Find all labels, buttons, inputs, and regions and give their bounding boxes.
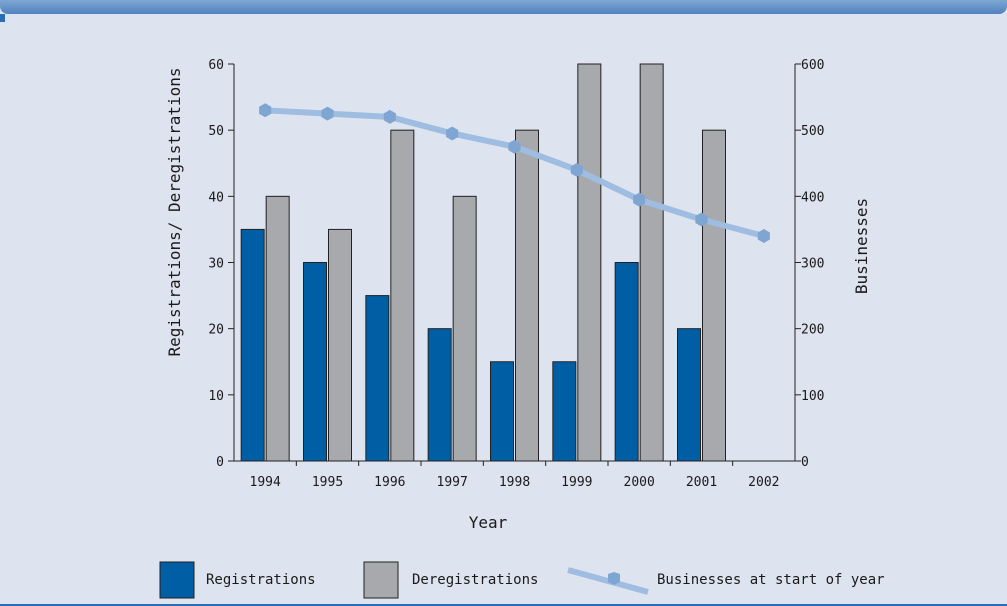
y2-tick-label: 0 bbox=[801, 455, 809, 470]
businesses-point bbox=[757, 229, 770, 243]
x-tick-label: 1995 bbox=[312, 475, 343, 490]
legend-swatch-deregistrations bbox=[363, 561, 399, 599]
businesses-point bbox=[383, 109, 396, 124]
y2-axis-title: Businesses bbox=[852, 198, 871, 294]
y-tick-label: 20 bbox=[208, 323, 224, 338]
legend-swatch-registrations bbox=[159, 561, 195, 599]
businesses-point bbox=[508, 139, 521, 154]
bar-deregistrations bbox=[390, 129, 415, 462]
x-tick-label: 1996 bbox=[374, 475, 405, 490]
x-tick-label: 1997 bbox=[437, 475, 468, 490]
legend-label-businesses: Businesses at start of year bbox=[657, 572, 885, 588]
y-tick-label: 60 bbox=[208, 58, 224, 73]
businesses-point bbox=[633, 192, 646, 207]
x-axis-title: Year bbox=[469, 513, 508, 532]
legend: Registrations Deregistrations Businesses… bbox=[159, 561, 885, 599]
y-tick-label: 40 bbox=[208, 190, 224, 205]
header-notch bbox=[0, 14, 5, 22]
x-tick-label: 2001 bbox=[686, 475, 717, 490]
y-tick-label: 30 bbox=[208, 257, 224, 272]
y2-tick-label: 200 bbox=[801, 323, 824, 338]
bar-deregistrations bbox=[577, 63, 602, 462]
bar-deregistrations bbox=[515, 129, 539, 462]
businesses-point bbox=[446, 126, 459, 141]
x-tick-label: 2000 bbox=[624, 475, 655, 490]
businesses-point bbox=[321, 106, 334, 121]
y-axis-title: Registrations/ Deregistrations bbox=[165, 68, 184, 357]
bar-deregistrations bbox=[452, 195, 477, 462]
header-bar bbox=[0, 0, 1007, 14]
bar-deregistrations bbox=[639, 63, 664, 462]
businesses-point bbox=[259, 103, 272, 118]
y2-tick-label: 400 bbox=[801, 190, 824, 205]
bar-registrations bbox=[365, 295, 390, 462]
x-tick-label: 2002 bbox=[748, 475, 779, 490]
businesses-line bbox=[265, 107, 765, 239]
bar-registrations bbox=[614, 262, 639, 462]
line-series-group bbox=[259, 103, 770, 243]
bar-registrations bbox=[490, 361, 514, 462]
y2-tick-label: 500 bbox=[801, 124, 824, 139]
businesses-point bbox=[570, 162, 583, 177]
x-tick-label: 1994 bbox=[250, 475, 281, 490]
bar-deregistrations bbox=[702, 129, 726, 462]
bar-registrations bbox=[303, 262, 327, 462]
y-tick-label: 0 bbox=[216, 455, 224, 470]
y-tick-label: 10 bbox=[208, 389, 224, 404]
y2-tick-label: 300 bbox=[801, 257, 824, 272]
legend-label-deregistrations: Deregistrations bbox=[412, 572, 538, 588]
bar-registrations bbox=[552, 361, 577, 462]
bar-registrations bbox=[427, 328, 452, 462]
bars-group bbox=[240, 63, 726, 462]
x-tick-label: 1998 bbox=[499, 475, 530, 490]
legend-label-registrations: Registrations bbox=[206, 572, 316, 588]
y2-tick-label: 600 bbox=[801, 58, 824, 73]
businesses-point bbox=[695, 212, 708, 227]
bar-registrations bbox=[240, 228, 265, 462]
y-tick-label: 50 bbox=[208, 124, 224, 139]
bar-deregistrations bbox=[328, 228, 352, 462]
x-tick-label: 1999 bbox=[561, 475, 592, 490]
bar-registrations bbox=[677, 328, 701, 462]
bar-deregistrations bbox=[265, 195, 290, 462]
legend-swatch-businesses-marker bbox=[608, 572, 620, 585]
y2-tick-label: 100 bbox=[801, 389, 824, 404]
